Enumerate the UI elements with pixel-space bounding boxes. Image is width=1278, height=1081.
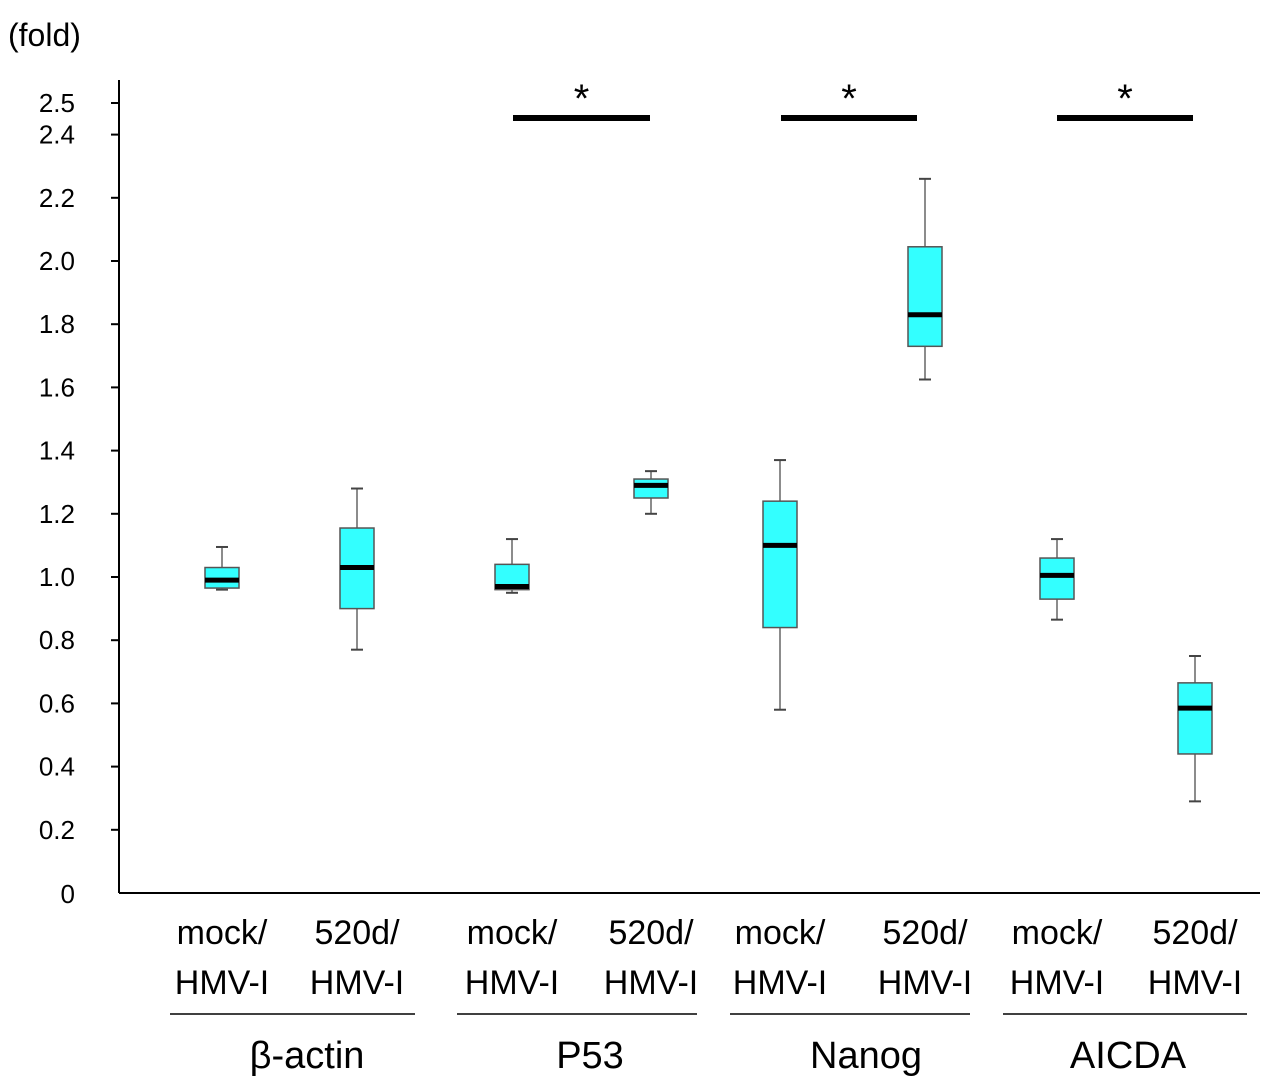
y-tick-label: 0.4 — [39, 752, 75, 782]
y-tick-label: 1.4 — [39, 436, 75, 466]
box-1-1 — [633, 470, 669, 515]
y-ticks: 0 0.2 0.4 0.6 0.8 1.0 1.2 1.4 1.6 1.8 2.0 2.2 2.42.5 — [39, 88, 119, 909]
gene-label: Nanog — [810, 1035, 922, 1077]
y-tick-label: 0.6 — [39, 688, 75, 718]
gene-label: AICDA — [1070, 1035, 1187, 1077]
category-label-line2: HMV-I — [878, 964, 972, 1002]
category-label-line1: 520d/ — [314, 914, 400, 952]
box-3-1 — [1177, 655, 1213, 803]
category-label-line1: 520d/ — [882, 914, 968, 952]
gene-label: β-actin — [250, 1035, 365, 1077]
box-2-0 — [762, 459, 798, 711]
box-3-0 — [1039, 538, 1075, 621]
category-label-line1: 520d/ — [608, 914, 694, 952]
y-tick-label: 0 — [61, 879, 75, 909]
category-label-line2: HMV-I — [1010, 964, 1104, 1002]
significance-star: * — [841, 77, 857, 121]
box-body — [762, 500, 798, 629]
box-body — [633, 478, 669, 499]
y-unit-label: (fold) — [8, 17, 81, 53]
category-label-line2: HMV-I — [733, 964, 827, 1002]
category-label-line2: HMV-I — [465, 964, 559, 1002]
significance-star: * — [574, 77, 590, 121]
significance-star: * — [1117, 77, 1133, 121]
category-label-line2: HMV-I — [1148, 964, 1242, 1002]
y-tick-label: 1.2 — [39, 499, 75, 529]
category-label-line1: mock/ — [467, 914, 558, 952]
category-label-line1: 520d/ — [1152, 914, 1238, 952]
significance-markers: * * * — [513, 77, 1193, 121]
box-0-0 — [204, 545, 240, 591]
y-tick-label: 0.2 — [39, 815, 75, 845]
y-tick-label: 0.8 — [39, 625, 75, 655]
category-label-line2: HMV-I — [175, 964, 269, 1002]
category-label-line2: HMV-I — [310, 964, 404, 1002]
category-label-line1: mock/ — [735, 914, 826, 952]
y-tick-label: 2.0 — [39, 246, 75, 276]
boxes — [204, 177, 1213, 803]
category-label-line1: mock/ — [1012, 914, 1103, 952]
box-body — [1039, 557, 1075, 600]
category-label-line2: HMV-I — [604, 964, 698, 1002]
y-tick-label: 2.2 — [39, 183, 75, 213]
y-tick-label: 2.5 — [39, 88, 75, 118]
y-tick-label: 1.6 — [39, 372, 75, 402]
gene-label: P53 — [556, 1035, 624, 1077]
category-labels: mock/HMV-I 520d/HMV-I β-actin mock/HMV-I 520… — [170, 914, 1247, 1077]
box-body — [1177, 682, 1213, 755]
box-1-0 — [494, 538, 530, 594]
box-2-1 — [907, 177, 943, 381]
y-tick-label: 1.0 — [39, 562, 75, 592]
y-tick-label: 2.4 — [39, 120, 75, 150]
box-body — [907, 246, 943, 348]
box-0-1 — [339, 487, 375, 651]
y-tick-label: 1.8 — [39, 309, 75, 339]
category-label-line1: mock/ — [177, 914, 268, 952]
